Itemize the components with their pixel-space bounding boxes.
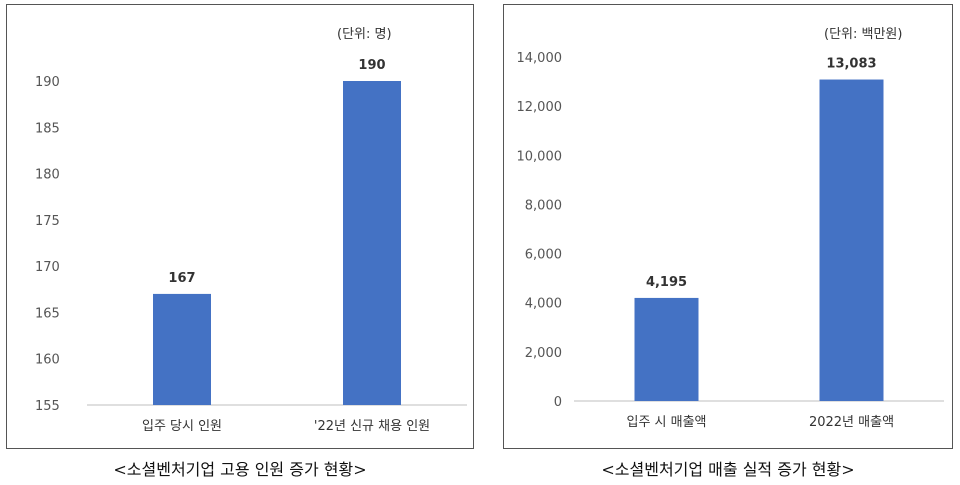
y-tick-label: 8,000 [525, 198, 562, 213]
unit-note: (단위: 백만원) [824, 27, 903, 42]
employment-chart-panel: (단위: 명) 155 160 165 170 175 180 185 190 167 입주 당시… [6, 4, 474, 449]
bar [153, 293, 211, 405]
data-label: 13,083 [826, 57, 876, 72]
y-tick-label: 185 [35, 121, 60, 136]
y-tick-label: 10,000 [517, 149, 563, 164]
category-label: '22년 신규 채용 인원 [314, 419, 430, 434]
bar [634, 297, 699, 401]
chart-caption: <소셜벤처기업 매출 실적 증가 현황> [601, 460, 855, 479]
y-tick-label: 155 [35, 399, 60, 414]
bar [343, 81, 401, 405]
category-label: 입주 시 매출액 [626, 415, 706, 430]
data-label: 4,195 [646, 275, 687, 290]
chart-caption: <소셜벤처기업 고용 인원 증가 현황> [113, 460, 367, 479]
employment-bar-chart: 155 160 165 170 175 180 185 190 167 입주 당시 인원 190 '2… [35, 58, 467, 434]
category-label: 입주 당시 인원 [142, 419, 222, 434]
sales-chart-panel: (단위: 백만원) 0 2,000 4,000 6,000 8,000 10,000 12,… [503, 4, 953, 449]
bar [819, 79, 884, 402]
data-label: 167 [168, 271, 195, 286]
unit-note: (단위: 명) [337, 27, 392, 42]
category-label: 2022년 매출액 [809, 415, 894, 430]
y-tick-label: 12,000 [517, 100, 563, 115]
y-tick-label: 175 [35, 214, 60, 229]
y-tick-label: 6,000 [525, 248, 562, 263]
data-label: 190 [358, 58, 385, 73]
y-tick-label: 170 [35, 260, 60, 275]
y-tick-label: 0 [554, 395, 562, 410]
y-tick-label: 4,000 [525, 297, 562, 312]
y-tick-label: 180 [35, 168, 60, 183]
y-tick-label: 165 [35, 306, 60, 321]
sales-bar-chart: 0 2,000 4,000 6,000 8,000 10,000 12,000 14,000 4… [517, 51, 944, 430]
y-tick-label: 190 [35, 75, 60, 90]
y-tick-label: 2,000 [525, 346, 562, 361]
y-tick-label: 160 [35, 353, 60, 368]
y-tick-label: 14,000 [517, 51, 563, 66]
